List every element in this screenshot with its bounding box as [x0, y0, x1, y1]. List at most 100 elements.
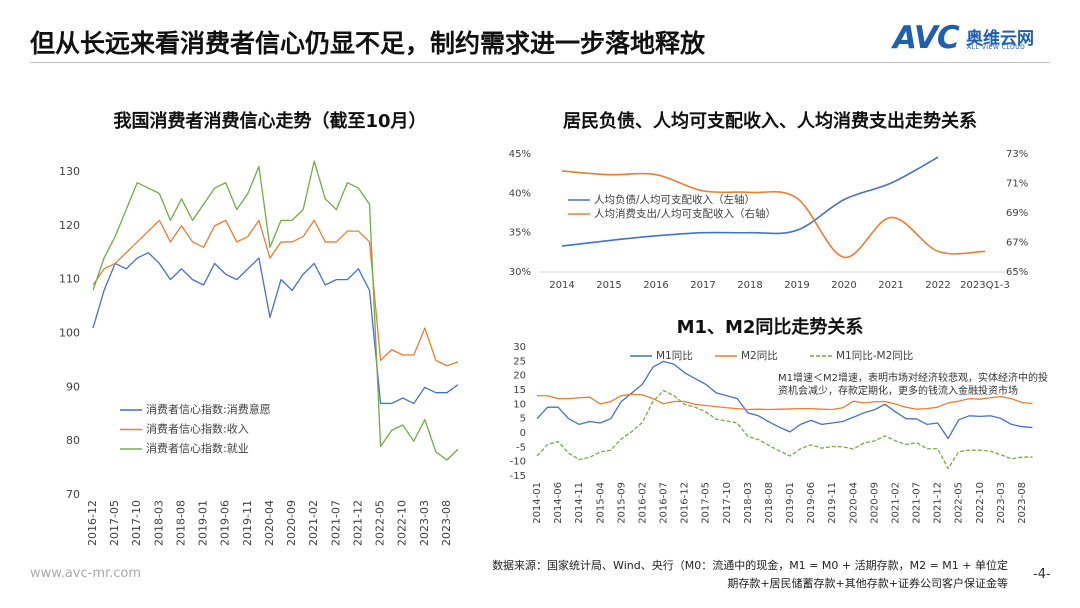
slide-title: 但从长远来看消费者信心仍显不足，制约需求进一步落地释放 [30, 29, 706, 58]
y-tick-label: 30 [513, 342, 526, 353]
x-tick-label: 2014-01 [532, 482, 543, 524]
annotation: M1增速＜M2增速，表明市场对经济较悲观，实体经济中的投资机会减少，存款定期化，… [778, 373, 1048, 397]
x-tick-label: 2020-09 [869, 482, 880, 524]
x-tick-label: 2018-03 [152, 500, 165, 546]
legend-label: M1同比 [656, 349, 693, 362]
legend-label: M2同比 [741, 349, 778, 362]
series-line [537, 393, 1033, 411]
y2-tick-label: 73% [1006, 149, 1028, 160]
x-tick-label: 2023-03 [996, 482, 1007, 524]
legend-label: 消费者信心指数:消费意愿 [146, 402, 271, 416]
y-tick-label: -5 [516, 442, 526, 453]
x-tick-label: 2019-01 [197, 500, 210, 546]
y-tick-label: -10 [510, 457, 526, 468]
website: www.avc-mr.com [30, 566, 142, 581]
x-tick-label: 2021-02 [890, 482, 901, 524]
series-line [536, 389, 1033, 470]
series-line [92, 252, 459, 405]
x-tick-label: 2015-09 [616, 482, 627, 524]
x-tick-label: 2021-12 [351, 500, 364, 546]
x-tick-label: 2023-03 [418, 500, 431, 546]
x-tick-label: 2022-10 [975, 482, 986, 524]
x-tick-label: 2021 [878, 280, 903, 291]
page-number: -4- [1033, 567, 1051, 582]
header-rule [30, 62, 1050, 63]
y-tick-label: 10 [513, 399, 526, 410]
x-tick-label: 2016 [643, 280, 668, 291]
x-tick-label: 2019 [784, 280, 809, 291]
x-tick-label: 2017-10 [130, 500, 143, 546]
y-tick-label: 5 [520, 414, 526, 425]
legend-label: M1同比-M2同比 [836, 349, 913, 362]
y-tick-label: 120 [59, 219, 80, 232]
x-tick-label: 2015 [596, 280, 621, 291]
x-tick-label: 2022-10 [396, 500, 409, 546]
x-tick-label: 2021-02 [307, 500, 320, 546]
y-tick-label: 15 [513, 385, 526, 396]
y-tick-label: 90 [66, 380, 80, 393]
y-tick-label: 0 [520, 428, 526, 439]
chart-title: 居民负债、人均可支配收入、人均消费支出走势关系 [563, 110, 977, 132]
y-tick-label: 40% [509, 188, 531, 199]
x-tick-label: 2023Q1-3 [960, 280, 1010, 291]
y-tick-label: 80 [66, 434, 80, 447]
x-tick-label: 2022-05 [954, 482, 965, 524]
logo-sub: ALL VIEW CLOUD [967, 44, 1026, 51]
x-tick-label: 2023-08 [440, 500, 453, 546]
series-line [92, 219, 459, 367]
y-tick-label: 100 [59, 326, 80, 339]
logo-name: 奥维云网 [966, 29, 1034, 49]
x-tick-label: 2014 [549, 280, 574, 291]
series-line [561, 156, 939, 247]
x-tick-label: 2017-05 [701, 482, 712, 524]
x-tick-label: 2016-07 [659, 482, 670, 524]
x-tick-label: 2019-06 [806, 482, 817, 524]
y-tick-label: 70 [66, 488, 80, 501]
y-tick-label: 45% [509, 149, 531, 160]
source-note: 数据来源：国家统计局、Wind、央行（M0：流通中的现金，M1 = M0 + 活… [492, 559, 1008, 590]
series-line [92, 160, 459, 461]
x-tick-label: 2021-07 [912, 482, 923, 524]
x-tick-label: 2020 [831, 280, 856, 291]
y2-tick-label: 67% [1006, 238, 1028, 249]
x-tick-label: 2021-07 [329, 500, 342, 546]
x-tick-label: 2020-04 [263, 500, 276, 546]
chart-title: M1、M2同比走势关系 [677, 316, 864, 338]
x-tick-label: 2017-10 [722, 482, 733, 524]
y-tick-label: 20 [513, 371, 526, 382]
x-tick-label: 2021-12 [933, 482, 944, 524]
x-tick-label: 2019-06 [219, 500, 232, 546]
x-tick-label: 2016-12 [86, 500, 99, 546]
x-tick-label: 2023-08 [1017, 482, 1028, 524]
y2-tick-label: 65% [1006, 267, 1028, 278]
y-tick-label: 35% [509, 228, 531, 239]
x-tick-label: 2020-09 [285, 500, 298, 546]
x-tick-label: 2019-01 [785, 482, 796, 524]
x-tick-label: 2016-02 [637, 482, 648, 524]
legend-label: 人均负债/人均可支配收入（左轴） [594, 193, 755, 206]
x-tick-label: 2019-11 [827, 482, 838, 524]
series-line [561, 170, 986, 259]
y2-tick-label: 69% [1006, 208, 1028, 219]
legend-label: 消费者信心指数:收入 [146, 422, 249, 436]
y-tick-label: 130 [59, 165, 80, 178]
x-tick-label: 2022-05 [374, 500, 387, 546]
x-tick-label: 2017-05 [108, 500, 121, 546]
x-tick-label: 2019-11 [241, 500, 254, 546]
y2-tick-label: 71% [1006, 179, 1028, 190]
x-tick-label: 2017 [690, 280, 715, 291]
y-tick-label: -15 [510, 471, 526, 482]
x-tick-label: 2018-03 [743, 482, 754, 524]
x-tick-label: 2018-08 [174, 500, 187, 546]
x-tick-label: 2016-12 [680, 482, 691, 524]
logo-brand: AVC [893, 20, 960, 56]
x-tick-label: 2020-04 [848, 482, 859, 524]
x-tick-label: 2022 [925, 280, 950, 291]
x-tick-label: 2015-04 [595, 482, 606, 524]
legend-label: 人均消费支出/人均可支配收入（右轴） [594, 207, 776, 220]
x-tick-label: 2018 [737, 280, 762, 291]
x-tick-label: 2018-08 [764, 482, 775, 524]
legend-label: 消费者信心指数:就业 [146, 441, 249, 455]
